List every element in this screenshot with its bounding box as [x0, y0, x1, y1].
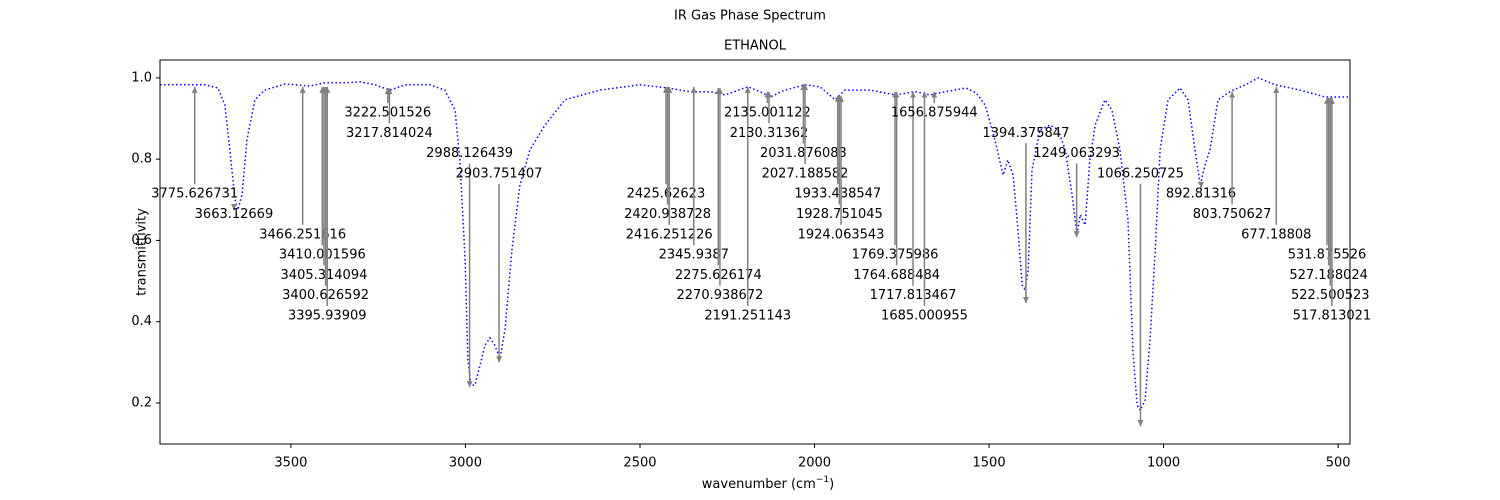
x-label-suffix: ) [829, 477, 834, 492]
annotation-label: 3405.314094 [281, 268, 368, 283]
x-tick-label: 500 [1326, 456, 1351, 471]
chart-subtitle: ETHANOL [724, 39, 787, 54]
annotation-label: 2420.938728 [624, 207, 711, 222]
annotation-label: 892.81316 [1166, 187, 1236, 202]
annotation-label: 527.188024 [1289, 268, 1368, 283]
annotation-label: 2903.751407 [456, 166, 543, 181]
annotation-label: 2988.126439 [426, 146, 513, 161]
x-axis-label: wavenumber (cm−1) [702, 475, 834, 492]
chart-title: IR Gas Phase Spectrum [674, 9, 826, 24]
annotation-label: 517.813021 [1293, 309, 1372, 324]
annotation-label: 1928.751045 [796, 207, 883, 222]
annotation-label: 2027.188582 [762, 166, 849, 181]
annotation-label: 1764.688484 [853, 268, 940, 283]
annotation-label: 1656.875944 [891, 106, 978, 121]
x-tick-label: 3000 [449, 456, 482, 471]
x-tick-label: 1000 [1147, 456, 1180, 471]
y-tick-label: 0.6 [131, 233, 152, 248]
y-tick-label: 1.0 [131, 70, 152, 85]
annotation-label: 3217.814024 [346, 126, 433, 141]
x-tick-label: 2500 [623, 456, 656, 471]
annotations: 3775.626731 3663.12669 3466.251616 3410.001… [151, 83, 1372, 427]
annotation-label: 2191.251143 [704, 309, 791, 324]
annotation-label: 1249.063293 [1033, 146, 1120, 161]
x-tick-label: 3500 [274, 456, 307, 471]
annotation-label: 803.750627 [1193, 207, 1272, 222]
annotation-label: 3395.93909 [288, 309, 367, 324]
plot-area [160, 77, 1350, 412]
y-tick-label: 0.4 [131, 314, 152, 329]
annotation-label: 3663.12669 [195, 207, 274, 222]
annotation-label: 1394.375847 [983, 126, 1070, 141]
annotation-label: 1717.813467 [870, 288, 957, 303]
annotation-label: 3400.626592 [282, 288, 369, 303]
plot-frame [159, 59, 1351, 445]
annotation-label: 2416.251226 [626, 227, 713, 242]
annotation-label: 522.500523 [1291, 288, 1370, 303]
annotation-label: 677.18808 [1241, 227, 1311, 242]
spectrum-line [160, 77, 1350, 412]
annotation-label: 2270.938672 [677, 288, 764, 303]
y-tick-label: 0.2 [131, 395, 152, 410]
x-tick-label: 1500 [973, 456, 1006, 471]
annotation-label: 1769.375986 [852, 248, 939, 263]
annotation-label: 1924.063543 [798, 227, 885, 242]
annotation-label: 3222.501526 [344, 106, 431, 121]
annotation-label: 1685.000955 [881, 309, 968, 324]
annotation-label: 2425.62623 [627, 187, 706, 202]
annotation-label: 2130.31362 [730, 126, 809, 141]
x-label-superscript: −1 [816, 475, 829, 485]
x-label-text: wavenumber (cm [702, 477, 816, 492]
y-tick-label: 0.8 [131, 152, 152, 167]
annotation-label: 531.875526 [1288, 248, 1367, 263]
annotation-label: 2275.626174 [675, 268, 762, 283]
annotation-label: 2031.876083 [760, 146, 847, 161]
y-axis-label: transmittivity [135, 208, 150, 296]
annotation-label: 3466.251616 [259, 227, 346, 242]
annotation-label: 1066.250725 [1097, 166, 1184, 181]
annotation-label: 2345.9387 [659, 248, 729, 263]
annotation-label: 3775.626731 [151, 187, 238, 202]
annotation-label: 2135.001122 [724, 106, 811, 121]
annotation-label: 3410.001596 [279, 248, 366, 263]
x-tick-label: 2000 [798, 456, 831, 471]
annotation-label: 1933.438547 [794, 187, 881, 202]
